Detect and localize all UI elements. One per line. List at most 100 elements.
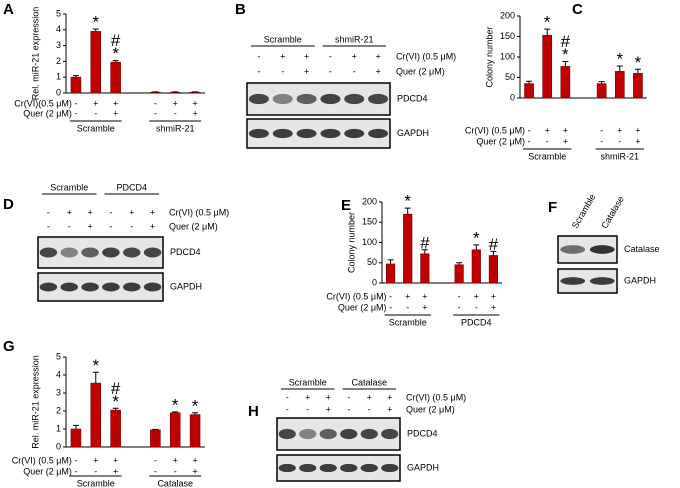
- lane-label: Scramble: [570, 192, 598, 230]
- treatment-label: Quer (2 μM): [23, 108, 72, 118]
- error-bar: [172, 411, 179, 413]
- treatment-sign: +: [563, 136, 568, 146]
- treatment-sign: -: [130, 221, 133, 231]
- significance-mark: *: [404, 192, 411, 211]
- treatment-sign: -: [475, 302, 478, 312]
- error-bar: [473, 244, 480, 250]
- blot-box: [246, 82, 391, 116]
- treatment-sign: -: [528, 125, 531, 135]
- treatment-sign: +: [150, 207, 155, 217]
- error-bar: [562, 61, 569, 67]
- treatment-sign: +: [173, 455, 178, 465]
- bar: [614, 71, 625, 99]
- blot-band: [560, 277, 586, 285]
- blot-box: [276, 454, 401, 482]
- treatment-sign: +: [87, 207, 92, 217]
- treatment-sign: -: [257, 66, 260, 76]
- blot-box: [37, 236, 164, 269]
- treatment-sign: -: [257, 51, 260, 61]
- y-tick-label: 200: [362, 196, 377, 206]
- treatment-label: Quer (2 μM): [169, 221, 218, 231]
- treatment-sign: +: [173, 98, 178, 108]
- bar: [70, 76, 82, 94]
- treatment-sign: +: [545, 125, 550, 135]
- blot-band: [368, 93, 389, 105]
- y-tick-label: 200: [500, 10, 515, 20]
- y-tick-label: 50: [505, 72, 515, 82]
- blot-band: [381, 463, 399, 473]
- treatment-sign: -: [154, 455, 157, 465]
- group-label: Scramble: [528, 151, 566, 161]
- blot-band: [39, 282, 58, 292]
- error-bar: [72, 75, 79, 78]
- y-tick-label: 5: [56, 8, 61, 18]
- treatment-sign: +: [192, 455, 197, 465]
- group-label: Scramble: [50, 182, 88, 192]
- y-tick-label: 3: [56, 40, 61, 50]
- treatment-sign: +: [113, 455, 118, 465]
- treatment-label: Quer (2 μM): [338, 302, 387, 312]
- treatment-sign: +: [113, 466, 118, 476]
- treatment-sign: +: [474, 291, 479, 301]
- panel-letter: E: [341, 197, 351, 214]
- treatment-label: Quer (2 μM): [476, 136, 525, 146]
- group-label: Catalase: [351, 377, 387, 387]
- treatment-sign: +: [192, 98, 197, 108]
- y-tick-label: 4: [56, 369, 61, 379]
- panel-letter: D: [3, 196, 14, 213]
- group-label: shmiR-21: [335, 34, 374, 44]
- y-tick-label: 150: [500, 31, 515, 41]
- treatment-sign: +: [305, 392, 310, 402]
- blot-band: [102, 282, 120, 292]
- blot-band: [81, 247, 99, 258]
- group-label: Catalase: [157, 478, 193, 488]
- significance-mark: *: [544, 13, 551, 32]
- blot-band: [123, 282, 141, 292]
- error-bar: [387, 259, 394, 264]
- blot-band: [60, 247, 78, 258]
- blot-band: [299, 428, 317, 440]
- y-tick-label: 2: [56, 405, 61, 415]
- treatment-sign: +: [405, 291, 410, 301]
- treatment-sign: -: [406, 302, 409, 312]
- blot-band: [143, 247, 162, 258]
- treatment-sign: -: [306, 404, 309, 414]
- treatment-sign: +: [422, 302, 427, 312]
- treatment-sign: +: [352, 51, 357, 61]
- treatment-sign: -: [47, 221, 50, 231]
- blot-band: [340, 463, 358, 473]
- treatment-label: Cr(VI) (0.5 μM): [465, 125, 525, 135]
- blot-band: [320, 93, 341, 105]
- blot-band: [344, 93, 365, 105]
- y-tick-label: 0: [510, 92, 515, 102]
- bar: [471, 249, 481, 284]
- blot-band: [60, 282, 78, 292]
- group-label: Scramble: [289, 377, 327, 387]
- y-tick-label: 100: [500, 51, 515, 61]
- treatment-sign: -: [94, 466, 97, 476]
- treatment-sign: +: [387, 404, 392, 414]
- error-bar: [92, 371, 99, 384]
- bar: [110, 409, 121, 448]
- y-tick-label: 50: [367, 257, 377, 267]
- treatment-sign: +: [87, 221, 92, 231]
- treatment-sign: -: [600, 125, 603, 135]
- error-bar: [152, 428, 159, 430]
- band-label: PDCD4: [407, 428, 438, 438]
- treatment-sign: +: [635, 136, 640, 146]
- treatment-sign: +: [192, 466, 197, 476]
- blot-band: [296, 128, 317, 139]
- treatment-label: Cr(VI) (0.5 μM): [12, 455, 72, 465]
- treatment-label: Cr(VI) (0.5 μM): [396, 51, 456, 61]
- bar: [454, 264, 464, 284]
- y-axis-label: Colony number: [484, 26, 494, 87]
- treatment-sign: -: [74, 108, 77, 118]
- band-label: GAPDH: [170, 281, 202, 291]
- treatment-label: Quer (2 μM): [23, 466, 72, 476]
- lane-label: Catalase: [599, 194, 625, 230]
- bar: [524, 83, 534, 99]
- treatment-sign: -: [329, 51, 332, 61]
- bar: [596, 83, 607, 99]
- panel-letter: C: [572, 1, 583, 18]
